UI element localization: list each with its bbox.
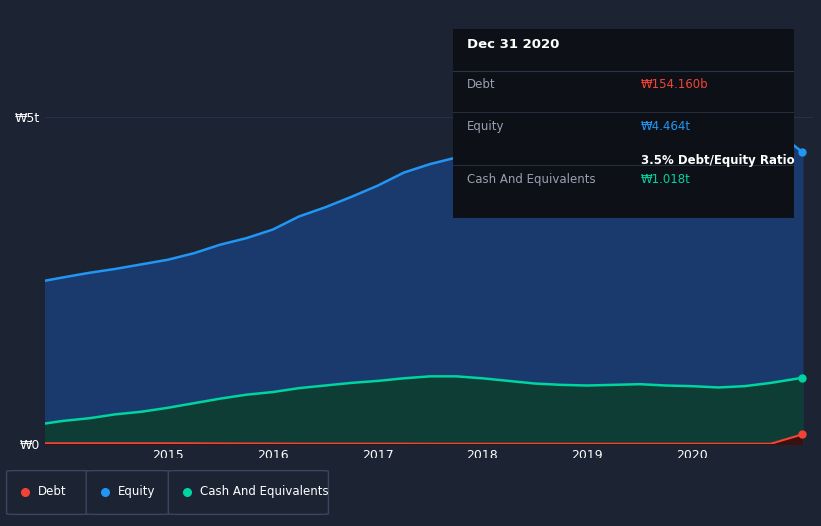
Text: Equity: Equity: [117, 485, 155, 498]
FancyBboxPatch shape: [168, 471, 328, 514]
Text: Dec 31 2020: Dec 31 2020: [467, 38, 559, 52]
Text: Equity: Equity: [467, 120, 504, 133]
Text: ₩154.160b: ₩154.160b: [640, 78, 709, 91]
Text: Cash And Equivalents: Cash And Equivalents: [467, 173, 595, 186]
FancyBboxPatch shape: [86, 471, 170, 514]
Text: Debt: Debt: [38, 485, 67, 498]
Text: Cash And Equivalents: Cash And Equivalents: [200, 485, 328, 498]
Text: Debt: Debt: [467, 78, 495, 91]
Text: ₩1.018t: ₩1.018t: [640, 173, 690, 186]
Text: ₩4.464t: ₩4.464t: [640, 120, 690, 133]
Text: 3.5% Debt/Equity Ratio: 3.5% Debt/Equity Ratio: [640, 154, 794, 167]
FancyBboxPatch shape: [7, 471, 90, 514]
